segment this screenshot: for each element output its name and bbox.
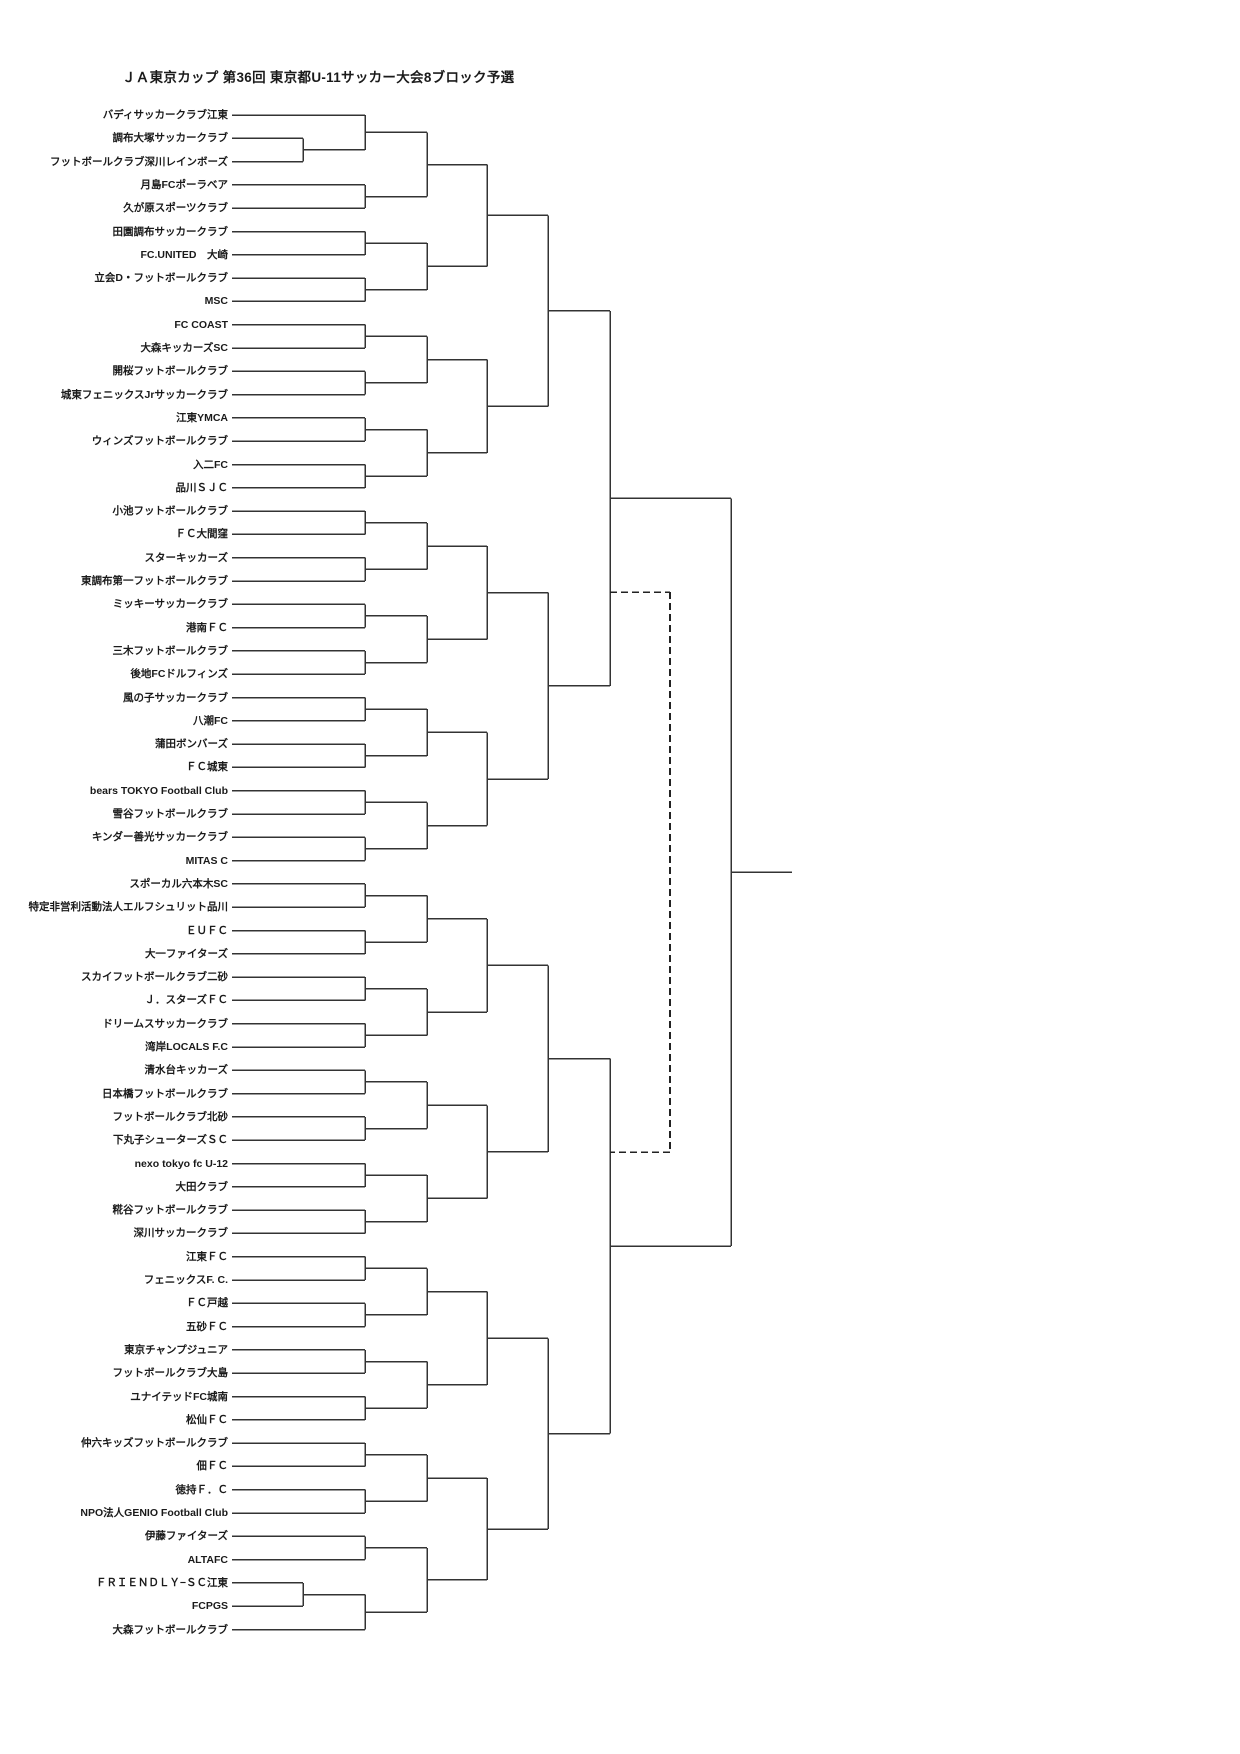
team-label: フットボールクラブ大島	[112, 1367, 229, 1380]
team-label: 大一ファイターズ	[144, 947, 228, 960]
team-label: bears TOKYO Football Club	[89, 784, 228, 797]
team-label: 入二FC	[193, 458, 228, 471]
team-label: 立会D・フットボールクラブ	[94, 272, 228, 285]
team-label: ALTAFC	[187, 1553, 228, 1566]
team-label: FCPGS	[191, 1600, 228, 1613]
team-label: バディサッカークラブ江東	[102, 109, 228, 121]
team-label: Ｊ．スターズＦＣ	[144, 994, 228, 1007]
team-label: 東調布第一フットボールクラブ	[81, 575, 228, 587]
team-label: 清水台キッカーズ	[144, 1064, 228, 1077]
team-label: 五砂ＦＣ	[186, 1320, 228, 1333]
team-label: スターキッカーズ	[144, 551, 228, 564]
team-label: 湾岸LOCALS F.C	[145, 1041, 228, 1053]
team-label: 大森フットボールクラブ	[112, 1623, 229, 1636]
team-label: ＦＲＩＥＮＤＬＹ−ＳＣ江東	[95, 1576, 228, 1589]
team-label: 雪谷フットボールクラブ	[112, 808, 229, 820]
team-label: フェニックスF. C.	[143, 1274, 228, 1286]
team-label: FC COAST	[174, 318, 228, 331]
team-label: ＥＵＦＣ	[186, 924, 228, 937]
team-label: ユナイテッドFC城南	[130, 1390, 228, 1403]
team-label: 江東YMCA	[176, 411, 228, 424]
team-label: 品川ＳＪＣ	[175, 481, 229, 494]
team-label: 蒲田ボンバーズ	[155, 738, 228, 751]
team-label: ミッキーサッカークラブ	[112, 598, 228, 611]
team-label: 久が原スポーツクラブ	[123, 202, 228, 215]
team-label: 下丸子シューターズＳＣ	[113, 1134, 228, 1147]
team-label: nexo tokyo fc U-12	[134, 1157, 228, 1170]
team-label: フットボールクラブ北砂	[112, 1110, 229, 1123]
team-label: スポーカル六本木SC	[129, 877, 228, 890]
dashed-playoff-connector	[610, 591, 671, 1154]
team-label: FC.UNITED 大崎	[140, 248, 229, 261]
team-label: ＦＣ城東	[186, 761, 228, 774]
team-label: 特定非営利活動法人エルフシュリット品川	[28, 901, 229, 914]
team-label: ＦＣ大間窪	[175, 528, 229, 541]
team-label: NPO法人GENIO Football Club	[80, 1507, 228, 1519]
team-label: 佃ＦＣ	[196, 1460, 229, 1473]
team-label: 江東ＦＣ	[186, 1250, 228, 1263]
team-label: MSC	[204, 295, 228, 308]
team-label: 開桜フットボールクラブ	[112, 365, 229, 378]
team-label: ウィンズフットボールクラブ	[91, 435, 228, 448]
team-label: キンダー善光サッカークラブ	[91, 831, 228, 844]
team-label: 松仙ＦＣ	[186, 1413, 228, 1426]
team-label: MITAS C	[185, 854, 228, 867]
team-label: ドリームスサッカークラブ	[102, 1017, 228, 1030]
team-label: 大森キッカーズSC	[140, 342, 228, 354]
team-label: 深川サッカークラブ	[133, 1227, 229, 1240]
team-label: 徳持Ｆ．Ｃ	[175, 1483, 229, 1496]
round-connectors	[364, 115, 731, 1630]
team-label: スカイフットボールクラブ二砂	[81, 971, 228, 984]
team-label: フットボールクラブ深川レインボーズ	[50, 155, 228, 168]
team-label: 調布大塚サッカークラブ	[112, 132, 229, 145]
team-label: 風の子サッカークラブ	[123, 691, 228, 704]
champion-line	[730, 498, 792, 1247]
team-label: 東京チャンプジュニア	[124, 1343, 228, 1356]
playin-connectors	[302, 138, 365, 1607]
team-label: 小池フットボールクラブ	[112, 505, 229, 518]
team-label: 仲六キッズフットボールクラブ	[81, 1437, 228, 1450]
team-label: 糀谷フットボールクラブ	[112, 1204, 229, 1217]
team-label: 城東フェニックスJrサッカークラブ	[60, 388, 228, 401]
team-label: 後地FCドルフィンズ	[130, 668, 228, 681]
team-label: 大田クラブ	[175, 1180, 229, 1193]
team-label: 八潮FC	[193, 714, 228, 727]
team-label: 港南ＦＣ	[186, 621, 228, 634]
team-label: ＦＣ戸越	[186, 1297, 228, 1310]
team-label: 伊藤ファイターズ	[144, 1530, 228, 1543]
team-entry-lines	[232, 114, 365, 1631]
team-label: 田園調布サッカークラブ	[112, 225, 229, 238]
tournament-title: ＪＡ東京カップ 第36回 東京都U-11サッカー大会8ブロック予選	[122, 70, 515, 85]
team-label: 日本橋フットボールクラブ	[102, 1087, 228, 1100]
team-label: 三木フットボールクラブ	[112, 644, 229, 657]
team-label: 月島FCポーラベア	[140, 178, 229, 191]
